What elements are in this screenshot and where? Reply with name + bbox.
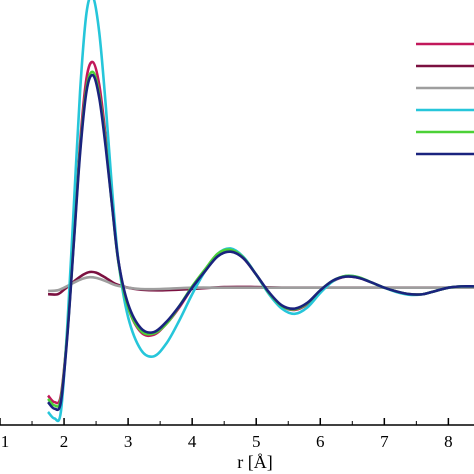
- x-tick-label-5: 5: [252, 432, 261, 451]
- series-line-3: [47, 275, 474, 293]
- legend: [416, 42, 474, 156]
- series-layer: [47, 0, 474, 423]
- x-tick-label-6: 6: [316, 432, 325, 451]
- x-tick-label-8: 8: [444, 432, 453, 451]
- x-tick-label-3: 3: [124, 432, 133, 451]
- x-tick-label-2: 2: [60, 432, 69, 451]
- x-axis-label: r [Å]: [237, 452, 272, 472]
- x-tick-label-4: 4: [188, 432, 197, 451]
- x-axis-ticks: 1 2 3 4 5 6 7 8: [0, 418, 453, 451]
- series-line-6: [47, 73, 474, 412]
- x-tick-label-7: 7: [380, 432, 389, 451]
- x-tick-label-1: 1: [1, 432, 10, 451]
